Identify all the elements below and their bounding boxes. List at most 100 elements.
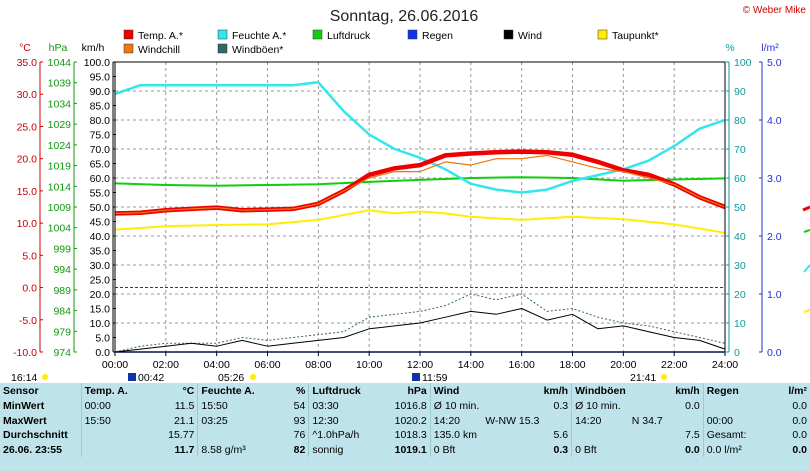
chart-title: Sonntag, 26.06.2016 [330, 8, 479, 25]
stats-body: Sensor Temp. A. °C Feuchte A.% Luftdruck hPa W… [0, 383, 810, 457]
legend-item: Regen [407, 29, 453, 42]
tick-label: 25.0 [90, 275, 111, 287]
stats-cell: 21.1 [173, 414, 195, 427]
stats-header-cell: Regen [702, 383, 763, 399]
stats-cell: 15.77 [168, 429, 195, 442]
x-tick-label: 04:00 [204, 359, 230, 371]
legend-swatch [217, 29, 228, 40]
sun-icon [661, 374, 667, 380]
legend-label: Feuchte A.* [232, 30, 286, 42]
rain-axis: 5.0 4.0 3.0 2.0 1.0 0.0 [759, 57, 782, 359]
stats-row: MinWert 00:00 11.5 15:50 54 03:30 1016.8 Ø 10 m… [0, 399, 810, 414]
x-tick-label: 02:00 [153, 359, 179, 371]
tick-label: 40.0 [90, 231, 111, 243]
legend-label: Taupunkt* [612, 30, 659, 42]
tick-label: 3.0 [767, 173, 782, 185]
legend-swatch [217, 43, 228, 54]
tick-label: 35.0 [90, 246, 111, 258]
tick-label: -5.0 [19, 315, 37, 327]
moon-icon [128, 373, 136, 381]
stats-header-cell: Luftdruck [308, 383, 369, 399]
stats-header-cell: km/h [543, 385, 569, 397]
wind-axis: 100.0 95.0 90.0 85.0 80.0 75.0 70.0 65.0 60.0 55.… [84, 57, 116, 359]
hum-unit-label: % [725, 42, 734, 54]
series-line [114, 176, 726, 187]
legend-item: Wind [503, 29, 542, 42]
stats-header-cell: Temp. A. [80, 383, 143, 399]
legend-swatch [503, 29, 514, 40]
tick-label: 10.0 [90, 318, 111, 330]
x-tick-label: 24:00 [712, 359, 738, 371]
tick-label: 984 [53, 306, 71, 318]
tick-label: 1029 [48, 119, 72, 131]
legend-label: Windböen* [232, 44, 283, 56]
stats-row: 26.06. 23:55 11.7 8.58 g/m³ 82 sonnig 1019.1 0… [0, 442, 810, 458]
stats-cell: 54 [293, 400, 306, 413]
moon-icon [412, 373, 420, 381]
tick-label: 2.0 [767, 231, 782, 243]
legend-label: Regen [422, 30, 453, 42]
tick-label: 15.0 [90, 304, 111, 316]
stats-cell [629, 428, 674, 443]
tick-label: 30 [734, 260, 746, 272]
tick-label: 40 [734, 231, 746, 243]
tick-label: 1014 [48, 181, 72, 193]
axes-layer: 35.0 30.0 25.0 20.0 15.0 10.0 5.0 0.0 -5.0 -10.0 1… [13, 57, 782, 371]
tick-label: 80 [734, 115, 746, 127]
tick-label: 30.0 [17, 89, 38, 101]
stats-row-label: 26.06. 23:55 [3, 443, 62, 456]
temp-axis: 35.0 30.0 25.0 20.0 15.0 10.0 5.0 0.0 -5.0 -10.0 [13, 57, 43, 359]
tick-label: 20.0 [17, 154, 38, 166]
stats-cell: 15:50 [80, 413, 143, 428]
tick-label: 100.0 [84, 57, 110, 69]
stats-cell [197, 428, 260, 443]
stats-header-cell: l/m² [788, 385, 807, 397]
sun-icon [250, 374, 256, 380]
legend-item: Luftdruck [312, 29, 371, 42]
stats-cell: 5.6 [553, 429, 569, 442]
stats-cell [80, 428, 143, 443]
press-unit-label: hPa [49, 42, 68, 54]
stats-header-cell: Feuchte A. [197, 383, 260, 399]
stats-cell: 12:30 [308, 413, 369, 428]
plot-frame [114, 61, 726, 353]
legend-swatch [407, 29, 418, 40]
tick-label: 994 [53, 264, 71, 276]
stats-cell: 93 [293, 414, 306, 427]
noon-time: 11:59 [422, 372, 448, 382]
tick-label: 1009 [48, 202, 72, 214]
stats-cell: 0.0 l/m² [702, 442, 763, 457]
legend-swatch [123, 29, 134, 40]
tick-label: 0.0 [22, 283, 37, 295]
stats-cell: 00:00 [702, 413, 763, 428]
stats-cell: 0.0 [792, 414, 807, 427]
tick-label: 65.0 [90, 159, 111, 171]
x-tick-label: 20:00 [610, 359, 636, 371]
stats-cell: Gesamt: [702, 428, 763, 443]
stats-cell [482, 443, 542, 458]
stats-cell: 1016.8 [394, 400, 427, 413]
series-line [114, 209, 726, 234]
stats-cell: sonnig [308, 442, 369, 457]
stats-cell [629, 443, 674, 458]
stats-header-cell: hPa [407, 385, 427, 397]
tick-label: 5.0 [22, 250, 37, 262]
tick-label: 35.0 [17, 57, 38, 69]
tick-label: 999 [53, 243, 71, 255]
tick-label: 70 [734, 144, 746, 156]
stats-cell: Ø 10 min. [571, 399, 629, 414]
tick-label: -10.0 [13, 347, 37, 359]
x-tick-label: 14:00 [458, 359, 484, 371]
tick-label: 55.0 [90, 188, 111, 200]
legend-label: Wind [518, 30, 542, 42]
tick-label: 45.0 [90, 217, 111, 229]
tick-label: 95.0 [90, 72, 111, 84]
tick-label: 90 [734, 86, 746, 98]
stats-cell: 0 Bft [429, 442, 483, 457]
x-tick-label: 22:00 [661, 359, 687, 371]
legend-item: Feuchte A.* [217, 29, 286, 42]
legend-swatch [123, 43, 134, 54]
sunrise-left-time: 16:14 [11, 372, 37, 382]
legend-label: Temp. A.* [138, 30, 183, 42]
stats-cell: 03:30 [308, 399, 369, 414]
